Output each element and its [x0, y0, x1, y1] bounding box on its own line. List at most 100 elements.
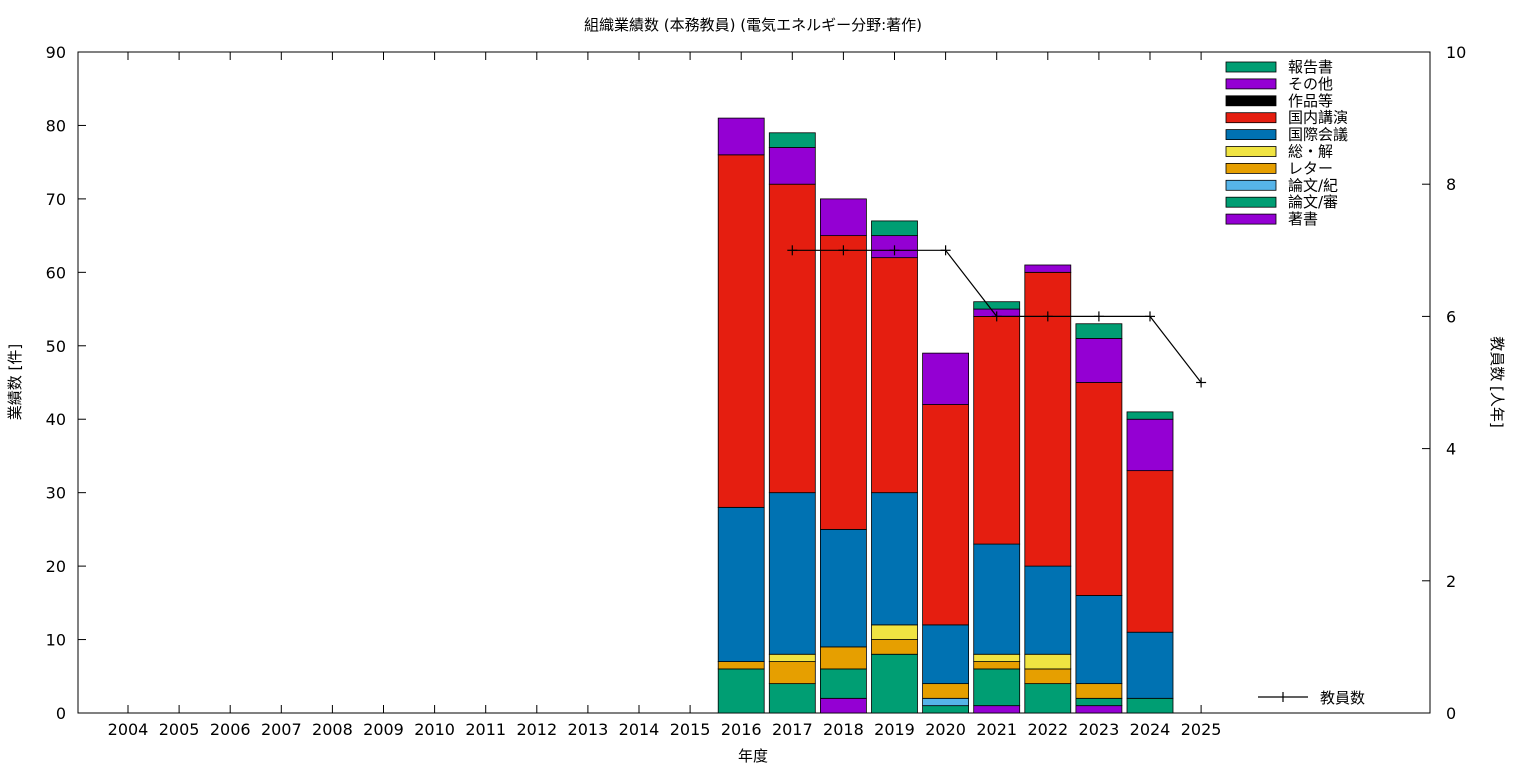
- x-tick-label: 2006: [210, 720, 251, 739]
- bar-segment: [717, 506, 765, 662]
- bar-segment: [1126, 411, 1174, 420]
- x-axis-label: 年度: [738, 747, 768, 765]
- bar-segment: [871, 624, 918, 640]
- y2-tick-label: 6: [1446, 307, 1456, 326]
- bar-segment: [922, 404, 969, 626]
- legend-swatch: [1225, 196, 1277, 208]
- bar-segment: [1075, 697, 1123, 707]
- bar-segment: [922, 697, 969, 707]
- chart-title: 組織業績数 (本務教員) (電気エネルギー分野:著作): [584, 16, 922, 34]
- bar-segment: [768, 653, 816, 662]
- bar-segment: [768, 661, 816, 685]
- legend-swatch: [1225, 61, 1277, 73]
- legend-label: 著書: [1288, 210, 1318, 228]
- y2-tick-label: 0: [1446, 704, 1456, 723]
- bar-segment: [922, 352, 969, 405]
- bar-segment: [871, 220, 918, 237]
- legend-swatch: [1225, 162, 1277, 174]
- legend-label: 論文/審: [1288, 193, 1338, 211]
- y-tick-label: 70: [46, 190, 66, 209]
- bar-segment: [1024, 668, 1072, 685]
- y-tick-label: 10: [46, 631, 66, 650]
- x-tick-label: 2015: [670, 720, 711, 739]
- x-tick-label: 2020: [925, 720, 966, 739]
- bar-segment: [717, 154, 765, 508]
- y2-tick-label: 2: [1446, 572, 1456, 591]
- legend-line-label: 教員数: [1320, 689, 1365, 707]
- bar-segment: [717, 668, 765, 714]
- bar-segment: [871, 653, 918, 714]
- legend-label: 総・解: [1288, 143, 1333, 161]
- bar-segment: [1075, 338, 1123, 383]
- y2-tick-label: 4: [1446, 440, 1456, 459]
- y2-tick-label: 10: [1446, 43, 1466, 62]
- bar-segment: [768, 132, 816, 148]
- y-tick-label: 20: [46, 557, 66, 576]
- legend-label: 論文/紀: [1288, 176, 1338, 194]
- y-tick-label: 50: [46, 337, 66, 356]
- y2-axis-label: 教員数 [人年]: [1488, 336, 1506, 427]
- x-tick-label: 2018: [823, 720, 864, 739]
- bar-segment: [1126, 418, 1174, 472]
- legend-swatch: [1225, 129, 1277, 141]
- y-tick-label: 80: [46, 116, 66, 135]
- bar-segment: [1126, 631, 1174, 699]
- x-tick-label: 2009: [363, 720, 404, 739]
- x-tick-label: 2013: [568, 720, 609, 739]
- legend-swatch: [1225, 213, 1277, 225]
- bar-segment: [1075, 705, 1123, 714]
- bar-segment: [820, 235, 867, 530]
- x-tick-label: 2025: [1181, 720, 1222, 739]
- x-tick-label: 2024: [1130, 720, 1171, 739]
- bar-segment: [1024, 653, 1072, 670]
- bar-segment: [922, 683, 969, 699]
- x-tick-label: 2016: [721, 720, 762, 739]
- bar-segment: [871, 257, 918, 494]
- legend-swatch: [1225, 95, 1277, 107]
- y-tick-label: 90: [46, 43, 66, 62]
- legend-label: レター: [1288, 159, 1333, 177]
- legend-swatch: [1225, 112, 1277, 124]
- plot-area: 0 10 20 30 40 50 60 70 80 90 0 2 4 6 8 10 2004 2005 2006 20…: [46, 43, 1467, 739]
- bar-segment: [768, 492, 816, 655]
- bar-segment: [973, 705, 1021, 714]
- bar-segment: [820, 646, 867, 670]
- bar-segment: [922, 624, 969, 685]
- bar-segment: [820, 528, 867, 648]
- bar-segment: [1075, 323, 1123, 339]
- bar-segment: [973, 653, 1021, 662]
- bar-segment: [922, 705, 969, 714]
- y-axis-label: 業績数 [件]: [6, 344, 24, 420]
- bar-segment: [768, 683, 816, 714]
- x-tick-label: 2022: [1027, 720, 1068, 739]
- legend-label: 作品等: [1288, 92, 1333, 110]
- bar-segment: [717, 661, 765, 670]
- bar-segment: [1126, 470, 1174, 633]
- bar-segment: [768, 147, 816, 185]
- x-tick-label: 2007: [261, 720, 302, 739]
- x-tick-label: 2023: [1079, 720, 1120, 739]
- x-tick-label: 2014: [619, 720, 660, 739]
- y2-tick-label: 8: [1446, 175, 1456, 194]
- y-tick-label: 40: [46, 410, 66, 429]
- legend-swatch: [1225, 179, 1277, 191]
- bar-segment: [973, 668, 1021, 707]
- x-tick-label: 2021: [976, 720, 1017, 739]
- legend-label: その他: [1288, 75, 1333, 93]
- bar-segment: [768, 183, 816, 494]
- bar-segment: [1024, 683, 1072, 714]
- y-tick-label: 60: [46, 263, 66, 282]
- bar-segment: [973, 543, 1021, 655]
- bar-segment: [717, 117, 765, 156]
- bar-segment: [1126, 697, 1174, 714]
- bar-segment: [1075, 683, 1123, 699]
- bar-segment: [820, 697, 867, 714]
- bar-segment: [973, 315, 1021, 545]
- legend-label: 報告書: [1288, 58, 1333, 76]
- bar-segment: [871, 639, 918, 655]
- x-tick-label: 2019: [874, 720, 915, 739]
- bar-segment: [871, 492, 918, 626]
